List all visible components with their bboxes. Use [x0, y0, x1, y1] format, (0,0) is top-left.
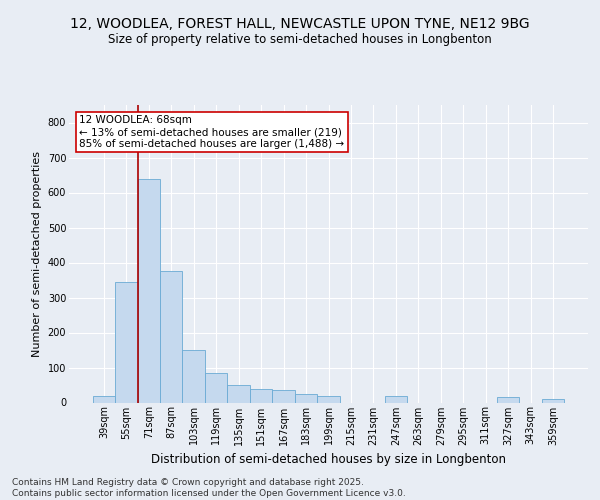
Text: 12 WOODLEA: 68sqm
← 13% of semi-detached houses are smaller (219)
85% of semi-de: 12 WOODLEA: 68sqm ← 13% of semi-detached…: [79, 116, 344, 148]
Y-axis label: Number of semi-detached properties: Number of semi-detached properties: [32, 151, 42, 357]
Bar: [205, 373, 227, 402]
Bar: [542, 399, 565, 402]
Bar: [317, 396, 340, 402]
Bar: [295, 394, 317, 402]
Bar: [227, 385, 250, 402]
Bar: [385, 396, 407, 402]
Bar: [497, 397, 520, 402]
Text: Size of property relative to semi-detached houses in Longbenton: Size of property relative to semi-detach…: [108, 34, 492, 46]
Text: Contains HM Land Registry data © Crown copyright and database right 2025.
Contai: Contains HM Land Registry data © Crown c…: [12, 478, 406, 498]
Bar: [160, 271, 182, 402]
Bar: [250, 388, 272, 402]
Bar: [272, 390, 295, 402]
Bar: [115, 282, 137, 403]
Bar: [137, 178, 160, 402]
Text: 12, WOODLEA, FOREST HALL, NEWCASTLE UPON TYNE, NE12 9BG: 12, WOODLEA, FOREST HALL, NEWCASTLE UPON…: [70, 17, 530, 31]
Bar: [182, 350, 205, 403]
X-axis label: Distribution of semi-detached houses by size in Longbenton: Distribution of semi-detached houses by …: [151, 453, 506, 466]
Bar: [92, 396, 115, 402]
